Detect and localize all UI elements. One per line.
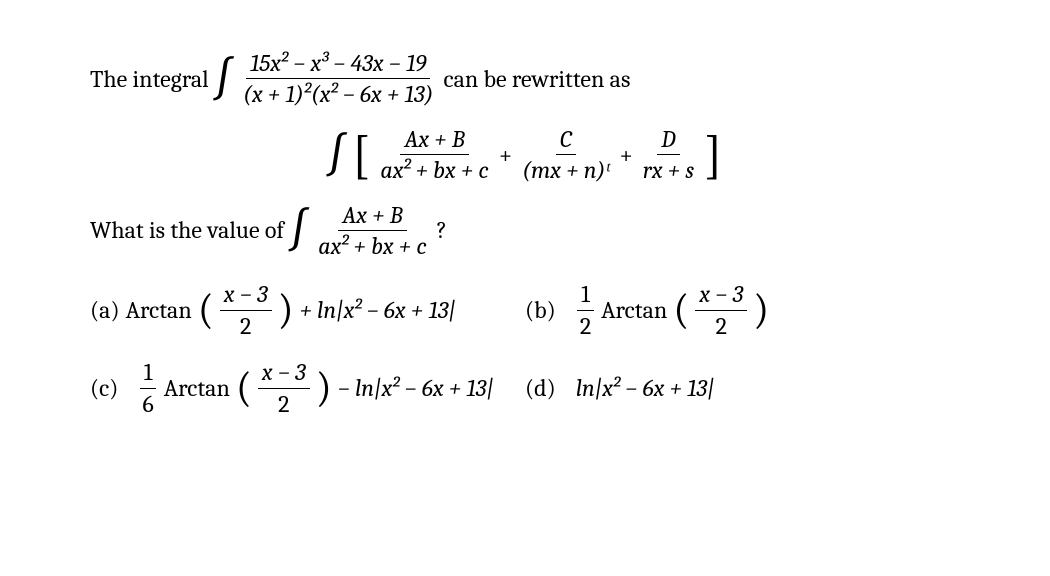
left-paren: ( (236, 367, 252, 409)
denominator: rx + s (639, 155, 698, 183)
numerator: D (657, 126, 679, 155)
denominator: ax² + bx + c (314, 231, 431, 259)
extra-term: − ln|x² − 6x + 13| (338, 370, 494, 406)
text-prefix: What is the value of (90, 212, 284, 248)
question-line-3: What is the value of ∫ Ax + B ax² + bx +… (90, 202, 960, 260)
option-c: (c) 1 6 Arctan ( x − 3 2 ) − ln|x² − 6x … (90, 359, 525, 417)
denominator: 2 (712, 311, 731, 339)
numerator: Ax + B (338, 202, 406, 231)
right-paren: ) (316, 367, 332, 409)
numerator: 15x² − x³ − 43x − 19 (246, 50, 430, 79)
numerator: 1 (577, 281, 594, 310)
option-b: (b) 1 2 Arctan ( x − 3 2 ) (525, 281, 960, 339)
question-line-1: The integral ∫ 15x² − x³ − 43x − 19 (x +… (90, 50, 960, 108)
option-d: (d) ln|x² − 6x + 13| (525, 359, 960, 417)
question-line-2: ∫ [ Ax + B ax² + bx + c + C (mx + n)ᵗ + … (90, 126, 960, 184)
denominator: 2 (236, 311, 255, 339)
arctan-arg-fraction: x − 3 2 (220, 281, 272, 339)
option-a: (a) Arctan ( x − 3 2 ) + ln|x² − 6x + 13… (90, 281, 525, 339)
denominator: (x + 1)²(x² − 6x + 13) (239, 79, 437, 107)
option-label: (c) (90, 370, 118, 406)
text-prefix: The integral (90, 61, 209, 97)
integral-symbol: ∫ (290, 208, 306, 252)
arctan-text: Arctan (601, 292, 667, 328)
coefficient-fraction: 1 6 (138, 359, 157, 417)
left-paren: ( (198, 289, 214, 331)
option-label: (b) (525, 292, 556, 328)
arctan-arg-fraction: x − 3 2 (695, 281, 747, 339)
numerator: x − 3 (695, 281, 747, 310)
integral-symbol: ∫ (215, 57, 231, 101)
option-text: ln|x² − 6x + 13| (576, 370, 715, 406)
right-paren: ) (278, 289, 294, 331)
query-fraction: Ax + B ax² + bx + c (314, 202, 431, 260)
numerator: C (556, 126, 576, 155)
right-paren: ) (753, 289, 769, 331)
plus-sign: + (499, 137, 512, 173)
option-label: (d) (525, 370, 556, 406)
question-mark: ? (437, 212, 447, 248)
plus-sign: + (620, 137, 633, 173)
numerator: 1 (140, 359, 157, 388)
denominator: 2 (576, 311, 595, 339)
term-2-fraction: C (mx + n)ᵗ (518, 126, 613, 184)
integral-symbol: ∫ (328, 133, 344, 177)
term-3-fraction: D rx + s (639, 126, 698, 184)
options-grid: (a) Arctan ( x − 3 2 ) + ln|x² − 6x + 13… (90, 281, 960, 417)
text-suffix: can be rewritten as (443, 61, 630, 97)
numerator: x − 3 (220, 281, 272, 310)
arctan-text: Arctan (164, 370, 230, 406)
right-bracket: ] (704, 129, 722, 181)
term-1-fraction: Ax + B ax² + bx + c (376, 126, 493, 184)
option-label: (a) (90, 292, 120, 328)
denominator: ax² + bx + c (376, 155, 493, 183)
numerator: x − 3 (258, 359, 310, 388)
math-question: The integral ∫ 15x² − x³ − 43x − 19 (x +… (0, 0, 1050, 457)
extra-term: + ln|x² − 6x + 13| (300, 292, 456, 328)
denominator: 2 (274, 389, 293, 417)
denominator: (mx + n)ᵗ (518, 155, 613, 183)
left-bracket: [ (352, 129, 370, 181)
numerator: Ax + B (400, 126, 468, 155)
arctan-text: Arctan (126, 292, 192, 328)
denominator: 6 (138, 389, 157, 417)
integrand-fraction: 15x² − x³ − 43x − 19 (x + 1)²(x² − 6x + … (239, 50, 437, 108)
coefficient-fraction: 1 2 (576, 281, 595, 339)
left-paren: ( (673, 289, 689, 331)
arctan-arg-fraction: x − 3 2 (258, 359, 310, 417)
